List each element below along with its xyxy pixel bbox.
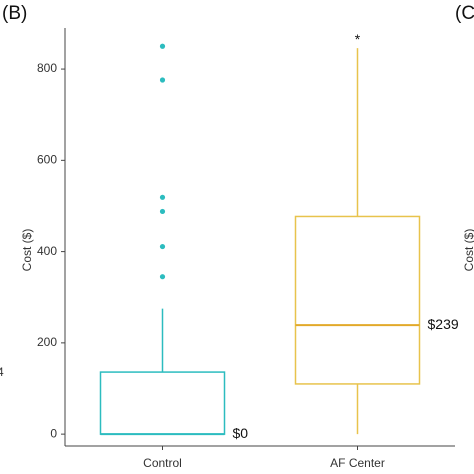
annotation: *: [355, 31, 361, 47]
outlier: [159, 208, 166, 215]
left-fragment: 4: [0, 365, 4, 379]
outlier: [159, 77, 166, 83]
y-tick-label: 200: [37, 335, 57, 349]
x-tick-label: AF Center: [330, 456, 385, 470]
y-axis-title: Cost ($): [20, 229, 34, 272]
box: [99, 371, 226, 435]
next-panel-label: (C: [455, 3, 474, 24]
y-tick-label: 400: [37, 244, 57, 258]
y-tick-label: 600: [37, 153, 57, 167]
y-tick-label: 0: [50, 426, 57, 440]
box: [294, 215, 421, 385]
outlier: [159, 43, 166, 49]
median-label: $239: [428, 316, 459, 332]
x-tick-label: Control: [143, 456, 182, 470]
outlier: [159, 274, 166, 280]
outlier: [159, 194, 166, 200]
median-label: $0: [233, 425, 249, 441]
panel-label: (B): [2, 3, 27, 24]
right-fragment: Cost ($): [462, 229, 474, 272]
outlier: [159, 243, 166, 250]
y-tick-label: 800: [37, 61, 57, 75]
